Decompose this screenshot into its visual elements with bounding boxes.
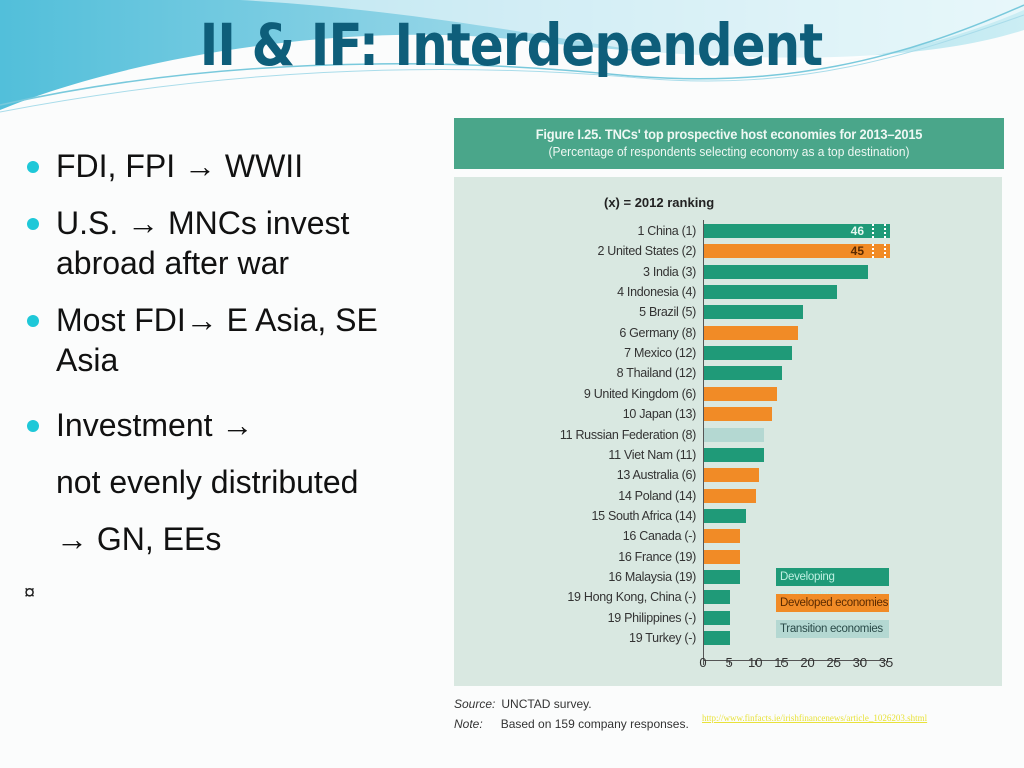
x-tick-label: 0 <box>699 655 707 670</box>
x-tick <box>703 661 704 665</box>
slide-title: II & IF: Interdependent <box>199 11 823 79</box>
legend-developing: Developing economies <box>776 568 889 601</box>
chart-title: Figure I.25. TNCs' top prospective host … <box>535 126 923 142</box>
x-tick-label: 10 <box>748 655 763 670</box>
bar-label: 2 United States (2) <box>597 244 696 259</box>
stray-currency-symbol: ¤ <box>24 582 36 604</box>
bar <box>704 427 764 442</box>
bar-value-label: 45 <box>850 244 864 259</box>
bar <box>704 447 764 462</box>
bar <box>704 386 777 401</box>
bullet-dot-icon <box>27 315 39 327</box>
bar <box>704 508 746 523</box>
bar-label: 13 Australia (6) <box>616 468 697 483</box>
x-tick-label: 35 <box>878 655 894 670</box>
chart-annotation: (x) = 2012 ranking <box>604 195 715 210</box>
bar <box>704 264 868 279</box>
bullet-item: Most FDI→ E Asia, SE Asia <box>24 300 444 380</box>
legend-developed: Developed economies <box>776 594 889 612</box>
bar-label: 7 Mexico (12) <box>624 346 696 361</box>
bar <box>704 529 741 544</box>
header-wave-decoration <box>0 0 1024 113</box>
source-link[interactable]: http://www.finfacts.ie/irishfinancenews/… <box>702 713 928 723</box>
bar-label: 16 Canada (-) <box>622 529 697 544</box>
bar-label: 1 China (1) <box>637 224 696 238</box>
bullet-dot-icon <box>27 161 39 173</box>
bar-label: 19 Hong Kong, China (-) <box>567 590 696 605</box>
bar <box>704 488 756 503</box>
bar-label: 15 South Africa (14) <box>591 508 697 523</box>
x-tick <box>833 661 835 665</box>
x-tick-label: 30 <box>852 655 868 670</box>
bar <box>704 569 741 584</box>
x-tick <box>781 661 783 665</box>
bar-label: 3 India (3) <box>643 264 696 279</box>
axis-break-icon <box>872 244 886 259</box>
bullet-dot-icon <box>27 420 39 432</box>
bar-label: 11 Russian Federation (8) <box>559 427 696 442</box>
bar-label: 16 Malaysia (19) <box>608 569 696 584</box>
legend-transition: Transition economies <box>776 620 889 638</box>
bar-label: 9 United Kingdom (6) <box>583 386 696 401</box>
x-tick <box>886 661 887 665</box>
x-tick <box>807 661 809 665</box>
bar <box>704 590 730 605</box>
bullet-list: FDI, FPI → WWII U.S. → MNCs invest abroa… <box>24 146 444 568</box>
bar-label: 19 Turkey (-) <box>629 631 696 645</box>
bar-label: 8 Thailand (12) <box>616 366 697 381</box>
bar <box>704 346 793 361</box>
bar-label: 19 Philippines (-) <box>607 610 697 625</box>
bar <box>704 549 741 564</box>
x-tick-label: 20 <box>800 655 815 670</box>
x-axis <box>703 660 886 661</box>
x-tick <box>755 661 757 665</box>
chart-header: Figure I.25. TNCs' top prospective host … <box>454 118 1004 169</box>
bar: 45 <box>704 244 890 259</box>
bar <box>704 285 837 300</box>
axis-break-icon <box>872 224 886 238</box>
y-axis <box>703 220 704 661</box>
bullet-item: FDI, FPI → WWII <box>24 146 444 186</box>
bar-value-label: 46 <box>850 224 864 238</box>
bar-label: 16 France (19) <box>618 549 696 564</box>
chart-source: Source: UNCTAD survey. <box>454 697 592 711</box>
bullet-item: Investment → not evenly distributed → GN… <box>24 397 444 568</box>
bar-label: 10 Japan (13) <box>622 407 697 422</box>
bar <box>704 407 772 422</box>
bullet-item: U.S. → MNCs invest abroad after war <box>24 203 444 283</box>
chart-subtitle: (Percentage of respondents selecting eco… <box>548 144 910 159</box>
x-tick-label: 5 <box>725 655 733 670</box>
bar <box>704 325 798 340</box>
x-tick <box>729 661 731 665</box>
bar <box>704 366 782 381</box>
bar <box>704 468 759 483</box>
bar: 46 <box>704 224 890 238</box>
bar-label: 11 Viet Nam (11) <box>608 447 696 462</box>
bar-label: 4 Indonesia (4) <box>617 285 696 300</box>
bar-label: 5 Brazil (5) <box>639 305 696 320</box>
x-tick <box>859 661 861 665</box>
bar-label: 6 Germany (8) <box>619 325 696 340</box>
bullet-dot-icon <box>27 218 39 230</box>
bar <box>704 631 730 645</box>
bar <box>704 305 803 320</box>
bar <box>704 610 730 625</box>
x-tick-label: 15 <box>774 655 789 670</box>
bar-label: 14 Poland (14) <box>618 488 696 503</box>
x-tick-label: 25 <box>826 655 841 670</box>
chart-note: Note: Based on 159 company responses. <box>454 717 689 731</box>
